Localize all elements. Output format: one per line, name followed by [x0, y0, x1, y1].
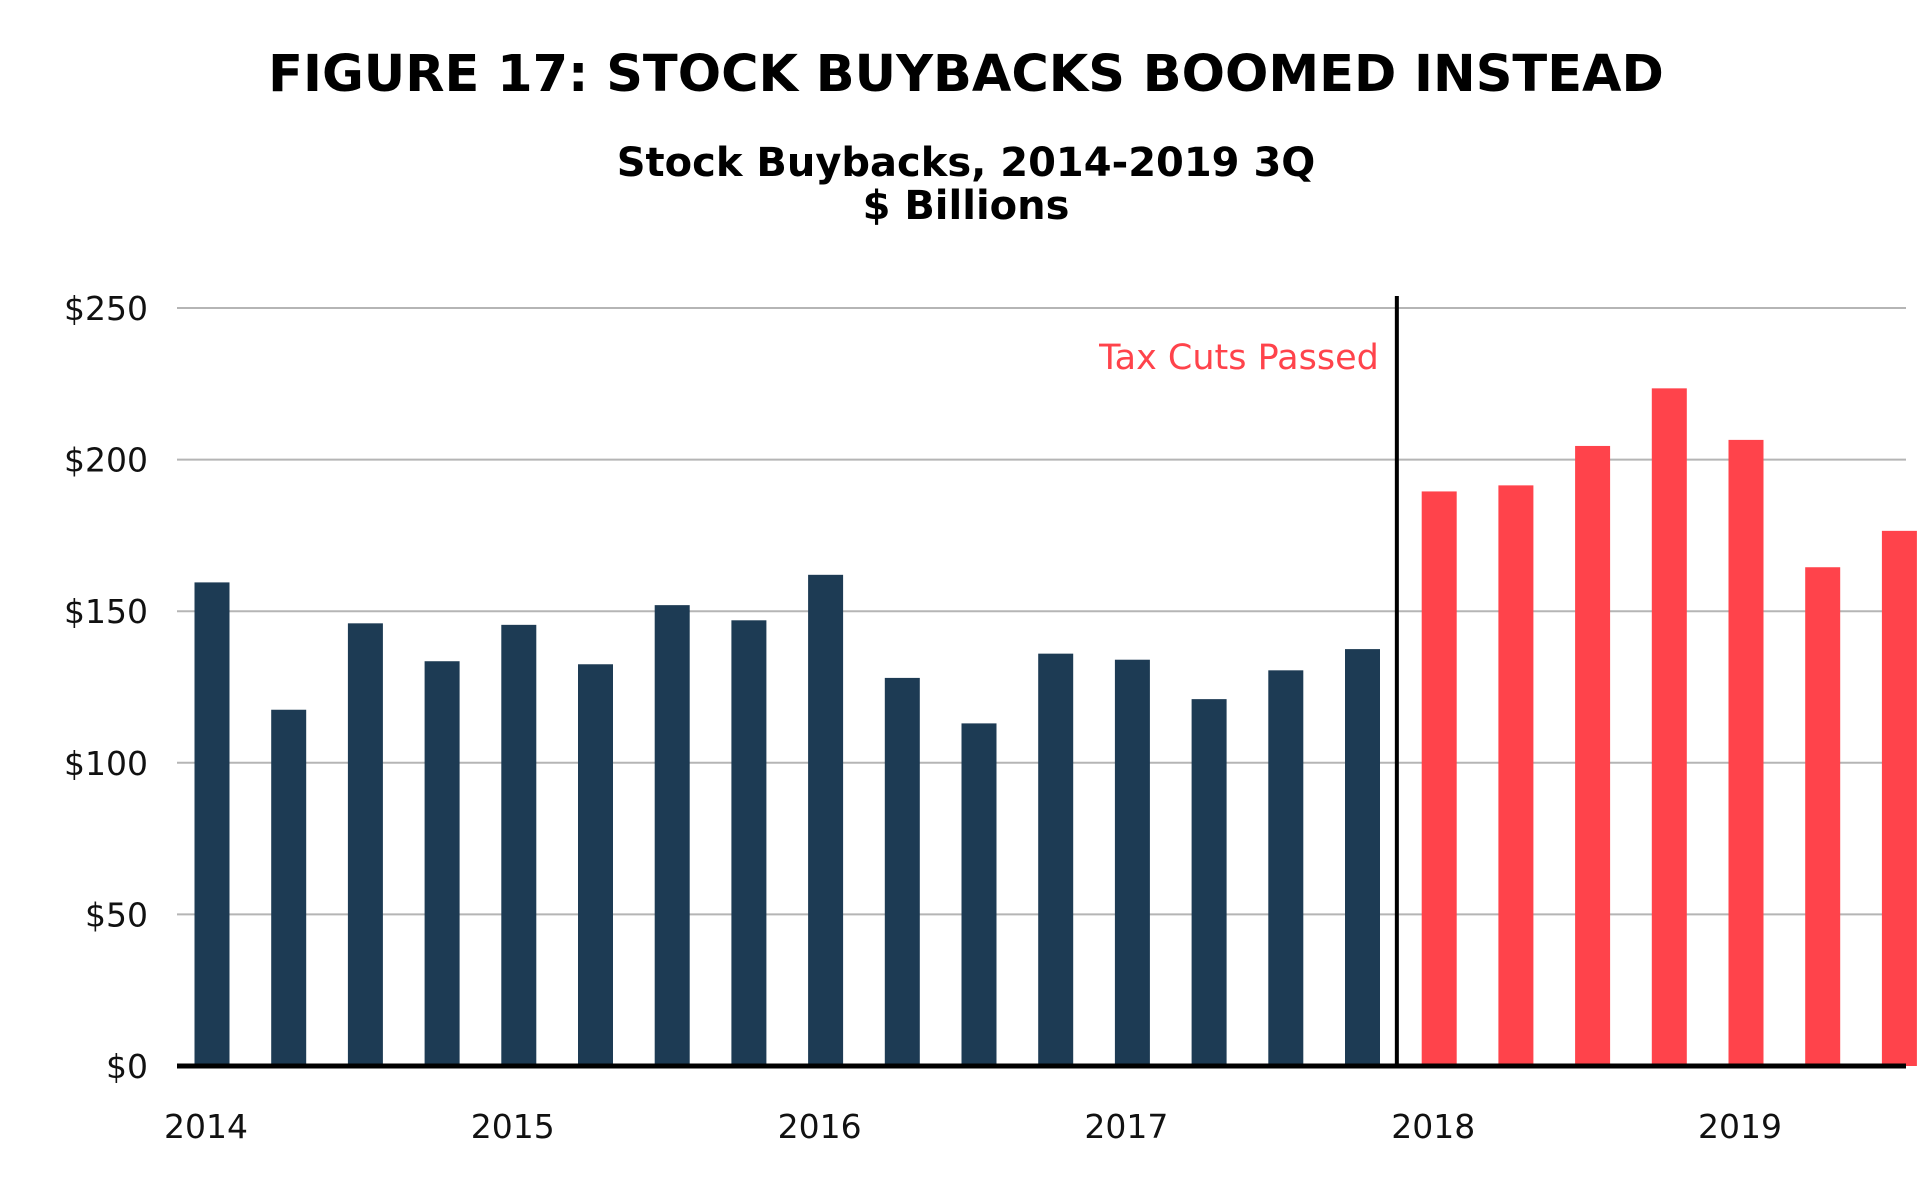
bar [1268, 670, 1304, 1066]
y-tick-label: $200 [64, 441, 148, 480]
bar [654, 605, 690, 1066]
bars [194, 388, 1917, 1067]
y-tick-label: $100 [64, 744, 148, 783]
bar [1728, 439, 1764, 1067]
bar [424, 661, 460, 1066]
bar [1575, 445, 1611, 1066]
bar [1345, 649, 1380, 1066]
bar [271, 709, 307, 1066]
bar [1498, 485, 1534, 1066]
bar [884, 677, 920, 1066]
bar [1114, 659, 1150, 1066]
x-tick-label: 2015 [471, 1107, 555, 1146]
y-tick-label: $150 [64, 592, 148, 631]
x-tick-label: 2017 [1084, 1107, 1168, 1146]
gridlines [177, 307, 1906, 916]
bar [1881, 530, 1917, 1066]
tax-cuts-annotation: Tax Cuts Passed [1098, 338, 1379, 378]
x-tick-label: 2019 [1698, 1107, 1782, 1146]
bar [731, 620, 767, 1066]
chart-subtitle-line-2: $ Billions [863, 183, 1070, 229]
chart-title: FIGURE 17: STOCK BUYBACKS BOOMED INSTEAD [268, 45, 1664, 104]
bar [1191, 699, 1227, 1066]
bar [194, 582, 230, 1066]
bar [1421, 491, 1457, 1066]
bar [1038, 653, 1074, 1066]
x-axis-ticks: 2014 2015 2016 2017 2018 2019 [164, 1107, 1782, 1146]
bar [808, 574, 844, 1066]
x-tick-label: 2016 [778, 1107, 862, 1146]
y-tick-label: $0 [106, 1047, 148, 1086]
y-tick-label: $50 [85, 895, 148, 934]
x-tick-label: 2014 [164, 1107, 248, 1146]
bar [1805, 567, 1841, 1066]
chart-subtitle-line-1: Stock Buybacks, 2014-2019 3Q [617, 140, 1316, 186]
y-tick-label: $250 [64, 289, 148, 328]
y-axis-ticks: $0 $50 $100 $150 $200 $250 [64, 289, 148, 1086]
bar [961, 723, 997, 1066]
bar [1651, 388, 1687, 1066]
bar [578, 664, 613, 1066]
x-tick-label: 2018 [1391, 1107, 1475, 1146]
bar [347, 623, 383, 1066]
bar [501, 624, 537, 1066]
